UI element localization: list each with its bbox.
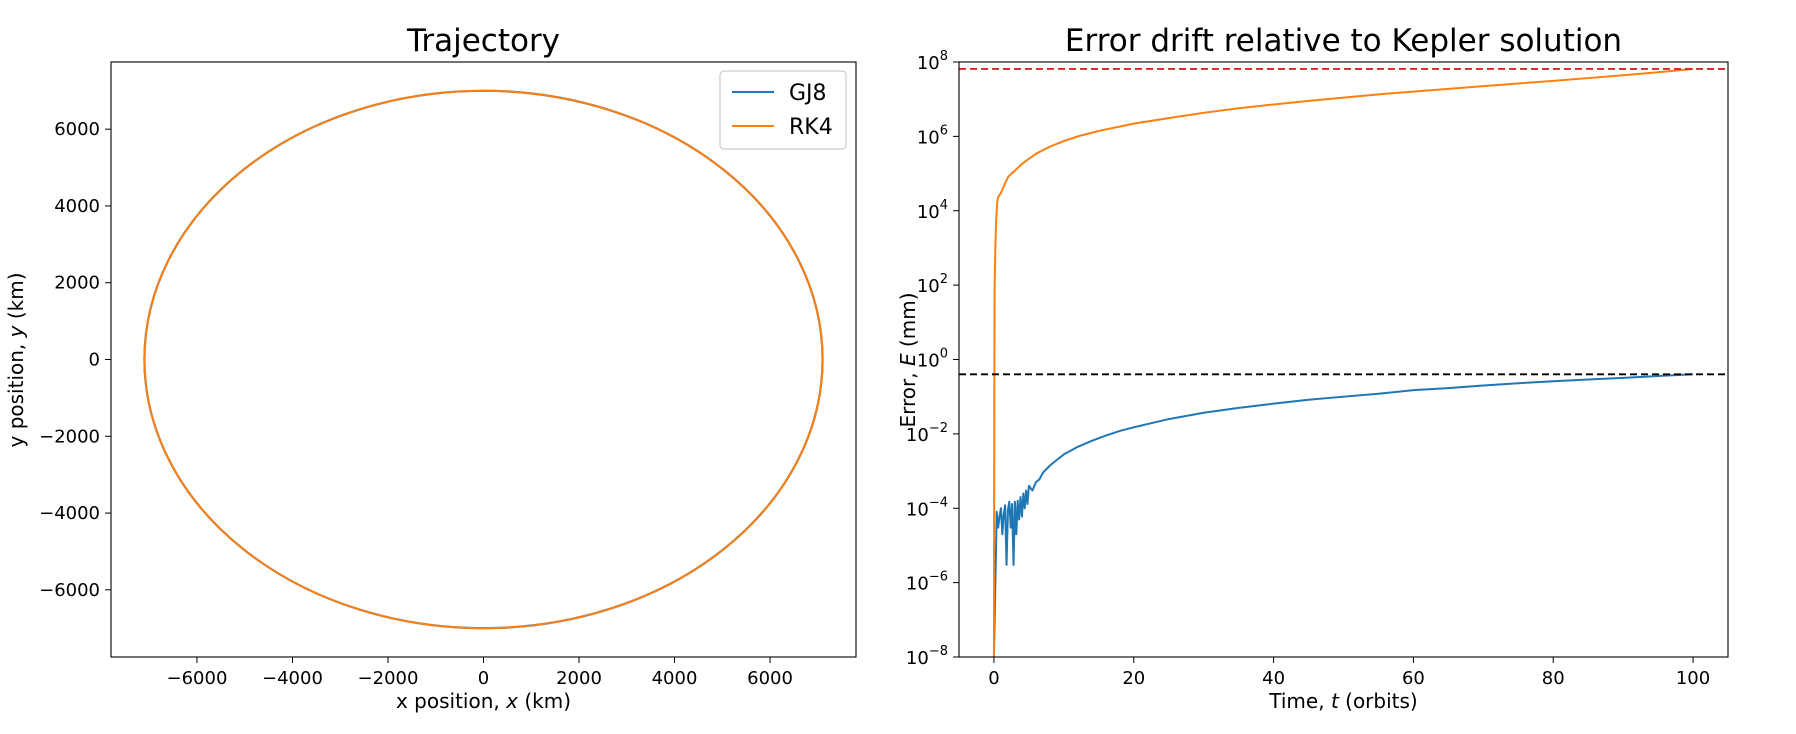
x-tick-label: −6000 <box>167 668 228 689</box>
error-series-gj8 <box>992 373 1694 657</box>
legend-gj8-label: GJ8 <box>789 81 827 106</box>
x-tick-label: 40 <box>1262 668 1285 689</box>
error-drift-x-axis-label: Time, t (orbits) <box>1268 689 1417 713</box>
x-tick-label: −2000 <box>358 668 419 689</box>
error-drift-y-ticks: 108 106 104 102 100 10−2 10−4 10−6 10−8 <box>906 49 959 669</box>
trajectory-legend: GJ8 RK4 <box>719 70 847 150</box>
y-tick-label: 106 <box>917 123 948 148</box>
y-tick-label: 4000 <box>54 196 100 217</box>
x-tick-label: 2000 <box>556 668 602 689</box>
trajectory-x-ticks: −6000 −4000 −2000 0 2000 4000 6000 <box>167 657 793 689</box>
error-drift-axes-frame <box>958 61 1729 658</box>
trajectory-panel: Trajectory −6000 −4000 −2000 0 2000 4000 6000 … <box>4 23 857 713</box>
error-drift-title: Error drift relative to Kepler solution <box>1065 23 1622 59</box>
y-tick-label: 10−6 <box>906 570 948 595</box>
x-tick-label: 6000 <box>747 668 793 689</box>
trajectory-y-axis-label: y position, y (km) <box>4 272 28 447</box>
trajectory-plot-area <box>143 89 824 630</box>
y-tick-label: 6000 <box>54 119 100 140</box>
trajectory-title: Trajectory <box>406 23 560 59</box>
trajectory-axes-frame <box>110 61 857 658</box>
error-drift-x-ticks: 0 20 40 60 80 100 <box>988 657 1710 689</box>
error-drift-plot-area <box>959 67 1728 657</box>
x-tick-label: 0 <box>988 668 999 689</box>
error-drift-panel: Error drift relative to Kepler solution … <box>896 23 1729 713</box>
y-tick-label: 108 <box>917 49 948 74</box>
x-tick-label: 20 <box>1122 668 1145 689</box>
trajectory-x-axis-label: x position, x (km) <box>396 689 571 713</box>
legend-box <box>719 70 847 150</box>
y-tick-label: 0 <box>89 350 100 371</box>
x-tick-label: 100 <box>1676 668 1710 689</box>
y-tick-label: −6000 <box>39 580 100 601</box>
legend-rk4-label: RK4 <box>789 115 833 140</box>
y-tick-label: 10−4 <box>906 495 948 520</box>
y-tick-label: 102 <box>917 272 948 297</box>
error-series-rk4 <box>992 67 1694 657</box>
x-tick-label: 0 <box>478 668 489 689</box>
x-tick-label: 80 <box>1542 668 1565 689</box>
x-tick-label: −4000 <box>262 668 323 689</box>
x-tick-label: 60 <box>1402 668 1425 689</box>
y-tick-label: −2000 <box>39 426 100 447</box>
y-tick-label: −4000 <box>39 503 100 524</box>
y-tick-label: 10−8 <box>906 644 948 669</box>
error-drift-y-axis-label: Error, E (mm) <box>896 292 920 427</box>
y-tick-label: 10−2 <box>906 421 948 446</box>
y-tick-label: 100 <box>917 347 948 372</box>
x-tick-label: 4000 <box>652 668 698 689</box>
y-tick-label: 2000 <box>54 273 100 294</box>
y-tick-label: 104 <box>917 198 948 223</box>
trajectory-y-ticks: 6000 4000 2000 0 −2000 −4000 −6000 <box>39 119 111 601</box>
trajectory-series-gj8 <box>143 89 824 630</box>
trajectory-series-rk4 <box>143 89 824 630</box>
